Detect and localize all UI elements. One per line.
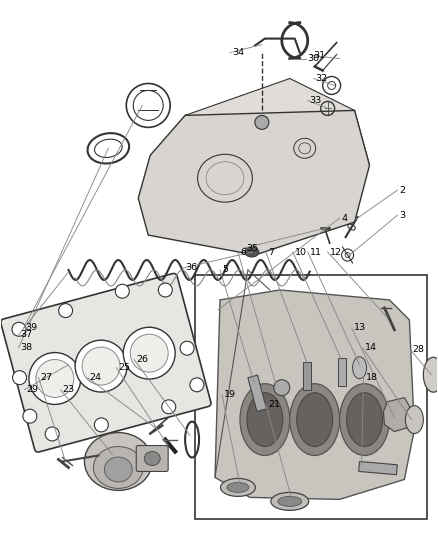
Text: 3: 3 [399,211,406,220]
Ellipse shape [339,384,389,456]
Text: 2: 2 [399,185,406,195]
Polygon shape [165,78,370,218]
Ellipse shape [353,357,367,379]
Text: 12: 12 [330,247,342,256]
Text: 37: 37 [21,330,33,340]
FancyBboxPatch shape [1,273,211,452]
Text: 38: 38 [21,343,33,352]
Text: 21: 21 [268,400,280,409]
Ellipse shape [240,384,290,456]
Ellipse shape [255,116,269,130]
Text: 11: 11 [310,247,322,256]
Text: 10: 10 [295,247,307,256]
Circle shape [13,370,27,385]
Ellipse shape [82,347,120,385]
Text: 28: 28 [413,345,424,354]
Circle shape [59,304,73,318]
Text: 7: 7 [268,247,274,256]
Bar [248,375,267,411]
Text: 5: 5 [222,265,228,274]
Bar [195,275,427,519]
Bar [338,358,346,386]
Text: 18: 18 [366,373,378,382]
Circle shape [162,400,176,414]
Circle shape [115,284,129,298]
Ellipse shape [29,352,81,405]
Circle shape [12,322,26,336]
Circle shape [45,427,59,441]
Text: 30: 30 [308,54,320,63]
Text: 26: 26 [136,356,148,364]
Circle shape [180,341,194,355]
Text: 4: 4 [342,214,348,223]
Text: 19: 19 [224,390,236,399]
Ellipse shape [220,479,255,496]
Ellipse shape [124,327,175,379]
Ellipse shape [297,393,332,447]
Text: 29: 29 [27,385,39,394]
Circle shape [94,418,108,432]
Polygon shape [384,398,411,432]
Circle shape [159,283,172,297]
Text: 6: 6 [240,247,246,256]
Ellipse shape [93,447,143,488]
Text: 24: 24 [89,373,102,382]
Ellipse shape [144,451,160,465]
Ellipse shape [227,482,249,492]
Circle shape [274,379,290,395]
Polygon shape [138,110,370,255]
Circle shape [190,378,204,392]
Text: 36: 36 [185,263,197,272]
Text: 33: 33 [310,96,322,105]
Ellipse shape [271,492,309,511]
Text: 39: 39 [25,324,38,333]
Text: 25: 25 [118,363,131,372]
Text: 27: 27 [41,373,53,382]
Bar [303,362,311,390]
Text: 35: 35 [246,244,258,253]
Polygon shape [215,290,414,499]
Ellipse shape [278,496,302,506]
Ellipse shape [85,433,152,490]
Ellipse shape [406,406,424,433]
Text: 34: 34 [232,48,244,57]
Text: 23: 23 [63,385,74,394]
Ellipse shape [75,340,127,392]
Ellipse shape [104,457,132,482]
Text: 32: 32 [316,74,328,83]
Bar [359,462,397,475]
Ellipse shape [247,393,283,447]
FancyBboxPatch shape [136,446,168,472]
Ellipse shape [245,247,259,257]
Text: 14: 14 [364,343,377,352]
Circle shape [23,409,37,423]
Ellipse shape [424,357,438,392]
Ellipse shape [130,334,168,372]
Ellipse shape [36,360,74,398]
Ellipse shape [346,393,382,447]
Ellipse shape [290,384,339,456]
Text: 31: 31 [314,51,326,60]
Text: 13: 13 [353,324,366,333]
